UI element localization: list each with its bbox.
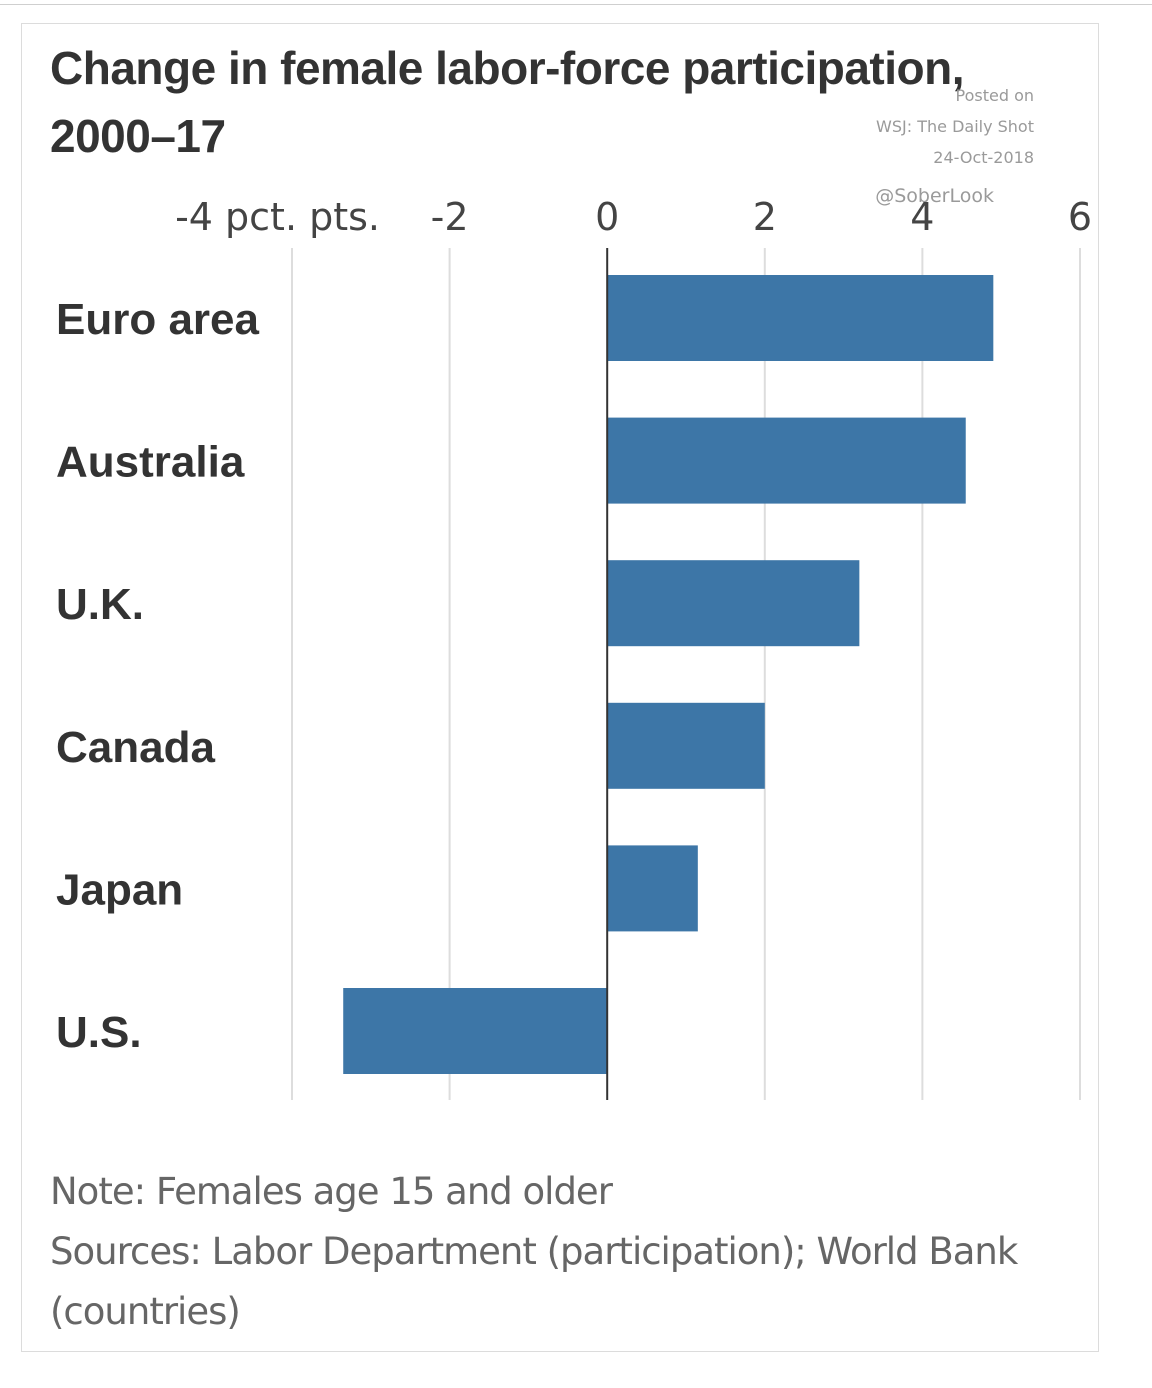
axis: -4 pct. pts. -2 0 2 4 6 [175, 195, 1092, 1100]
category-label: Japan [56, 865, 183, 914]
bar [343, 988, 608, 1074]
watermark-date: 24-Oct-2018 [933, 148, 1034, 167]
top-divider [0, 4, 1152, 5]
footer-note: Note: Females age 15 and older [50, 1170, 613, 1213]
x-tick-label: -4 pct. pts. [175, 195, 380, 239]
watermark-source: WSJ: The Daily Shot [876, 117, 1034, 136]
chart-title: Change in female labor-force participati… [50, 42, 965, 162]
chart-card [21, 23, 1099, 1352]
category-label: Australia [56, 438, 245, 487]
category-label: U.K. [56, 580, 144, 629]
chart-footer: Note: Females age 15 and older Sources: … [50, 1162, 1070, 1342]
footer-sources: Sources: Labor Department (participation… [50, 1230, 1018, 1333]
x-tick-label: 6 [1068, 195, 1092, 239]
category-label: Canada [56, 723, 215, 772]
category-labels: Euro area Australia U.K. Canada Japan U.S. [56, 295, 260, 1057]
watermark-handle: @SoberLook [875, 185, 994, 207]
bar [607, 560, 860, 647]
category-label: Euro area [56, 295, 260, 344]
x-tick-label: -2 [431, 195, 469, 239]
bar [607, 417, 966, 504]
gridlines [291, 248, 1081, 1100]
category-label: U.S. [56, 1008, 142, 1057]
bar-chart: -4 pct. pts. -2 0 2 4 6 Euro area Australia U.K… [56, 195, 1092, 1100]
watermark: Posted on WSJ: The Daily Shot 24-Oct-201… [875, 80, 1034, 212]
bar [607, 845, 698, 932]
x-tick-label: 0 [595, 195, 619, 239]
bar [607, 275, 994, 361]
x-tick-label: 4 [910, 195, 934, 239]
bar [607, 702, 765, 789]
x-tick-label: 2 [753, 195, 777, 239]
watermark-posted-on: Posted on [955, 86, 1035, 105]
bars [343, 275, 994, 1074]
